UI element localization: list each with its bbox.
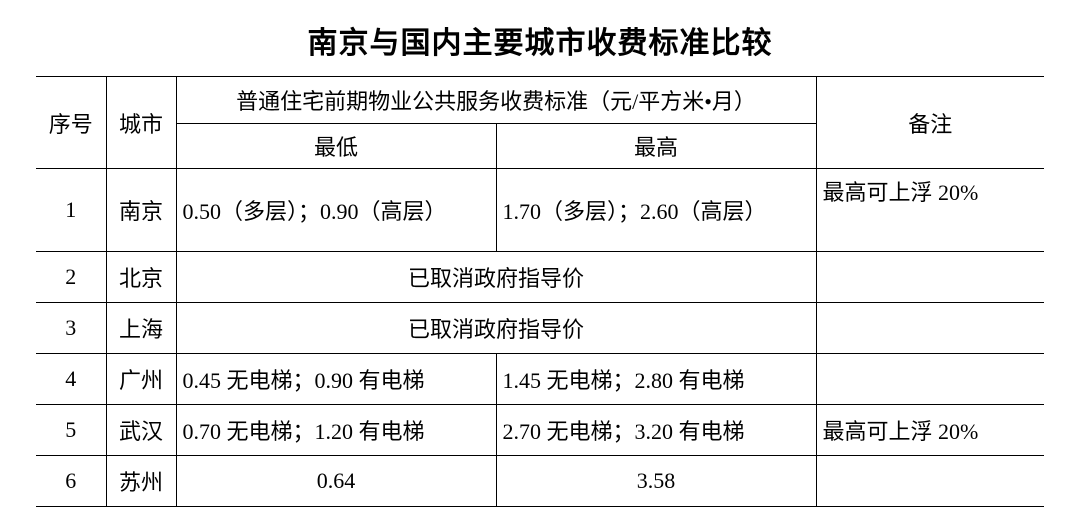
cell-low: 0.45 无电梯；0.90 有电梯 — [176, 354, 496, 405]
cell-index: 2 — [36, 252, 106, 303]
cell-note — [816, 252, 1044, 303]
cell-city: 广州 — [106, 354, 176, 405]
cell-note: 最高可上浮 20% — [816, 169, 1044, 252]
cell-note — [816, 303, 1044, 354]
col-header-city: 城市 — [106, 77, 176, 169]
table-row: 2 北京 已取消政府指导价 — [36, 252, 1044, 303]
cell-note — [816, 456, 1044, 507]
cell-index: 3 — [36, 303, 106, 354]
table-row: 3 上海 已取消政府指导价 — [36, 303, 1044, 354]
cell-merged: 已取消政府指导价 — [176, 252, 816, 303]
cell-city: 南京 — [106, 169, 176, 252]
cell-index: 1 — [36, 169, 106, 252]
col-header-index: 序号 — [36, 77, 106, 169]
page-title: 南京与国内主要城市收费标准比较 — [36, 18, 1044, 62]
cell-low: 0.64 — [176, 456, 496, 507]
cell-note — [816, 354, 1044, 405]
cell-high: 1.70（多层）；2.60（高层） — [496, 169, 816, 252]
cell-city: 北京 — [106, 252, 176, 303]
cell-high: 3.58 — [496, 456, 816, 507]
cell-city: 上海 — [106, 303, 176, 354]
pricing-comparison-table: 序号 城市 普通住宅前期物业公共服务收费标准（元/平方米•月） 备注 最低 最高… — [36, 76, 1044, 507]
cell-city: 武汉 — [106, 405, 176, 456]
table-row: 4 广州 0.45 无电梯；0.90 有电梯 1.45 无电梯；2.80 有电梯 — [36, 354, 1044, 405]
cell-index: 4 — [36, 354, 106, 405]
cell-high: 1.45 无电梯；2.80 有电梯 — [496, 354, 816, 405]
cell-index: 5 — [36, 405, 106, 456]
cell-merged: 已取消政府指导价 — [176, 303, 816, 354]
col-header-high: 最高 — [496, 124, 816, 169]
col-header-low: 最低 — [176, 124, 496, 169]
table-row: 6 苏州 0.64 3.58 — [36, 456, 1044, 507]
table-row: 1 南京 0.50（多层）；0.90（高层） 1.70（多层）；2.60（高层）… — [36, 169, 1044, 252]
col-header-note: 备注 — [816, 77, 1044, 169]
cell-city: 苏州 — [106, 456, 176, 507]
cell-note: 最高可上浮 20% — [816, 405, 1044, 456]
cell-low: 0.70 无电梯；1.20 有电梯 — [176, 405, 496, 456]
col-header-group: 普通住宅前期物业公共服务收费标准（元/平方米•月） — [176, 77, 816, 124]
cell-high: 2.70 无电梯；3.20 有电梯 — [496, 405, 816, 456]
cell-index: 6 — [36, 456, 106, 507]
table-row: 5 武汉 0.70 无电梯；1.20 有电梯 2.70 无电梯；3.20 有电梯… — [36, 405, 1044, 456]
cell-low: 0.50（多层）；0.90（高层） — [176, 169, 496, 252]
